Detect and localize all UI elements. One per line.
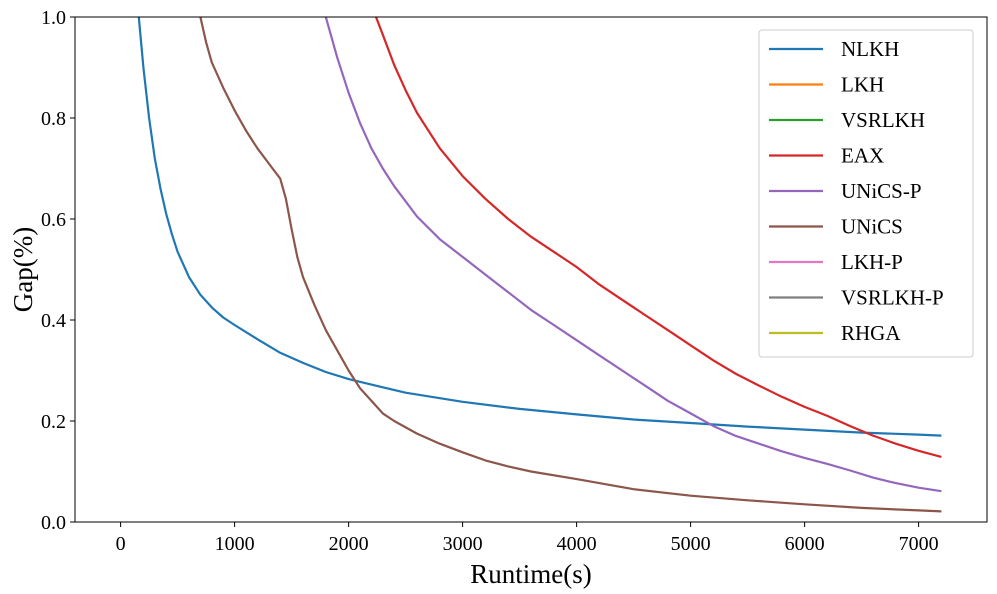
x-axis-title: Runtime(s)	[470, 559, 592, 589]
y-axis-ticks: 0.0 0.2 0.4 0.6 0.8 1.0	[41, 7, 75, 534]
series-line-unics	[199, 17, 942, 513]
x-tick-label: 5000	[671, 533, 711, 555]
y-axis-title: Gap(%)	[8, 227, 38, 312]
legend-label-unics: UNiCS	[841, 215, 903, 239]
x-tick-label: 6000	[785, 533, 825, 555]
series-layer	[137, 17, 942, 513]
y-tick-label: 0.8	[41, 108, 66, 130]
y-tick-label: 1.0	[41, 7, 66, 29]
legend-label-rhga: RHGA	[841, 321, 901, 345]
y-tick-label: 0.0	[41, 512, 66, 534]
legend-label-unics-p: UNiCS-P	[841, 179, 922, 203]
x-tick-label: 1000	[215, 533, 255, 555]
legend-label-nlkh: NLKH	[841, 37, 899, 61]
x-tick-label: 0	[116, 533, 126, 555]
x-tick-label: 7000	[899, 533, 939, 555]
x-tick-label: 4000	[557, 533, 597, 555]
x-tick-label: 3000	[443, 533, 483, 555]
y-tick-label: 0.4	[41, 310, 66, 332]
legend-label-lkh-p: LKH-P	[841, 250, 903, 274]
x-axis-ticks: 0 1000 2000 3000 4000 5000 6000 7000	[116, 522, 939, 555]
legend: NLKH LKH VSRLKH EAX UNiCS-P UNiCS LKH-P VSRLKH-…	[758, 29, 974, 358]
y-tick-label: 0.6	[41, 209, 66, 231]
series-line-eax	[374, 17, 942, 458]
legend-label-eax: EAX	[841, 144, 884, 168]
legend-box	[758, 29, 974, 358]
series-line-nlkh	[137, 17, 942, 437]
legend-label-vsrlkh-p: VSRLKH-P	[841, 286, 944, 310]
series-line-unics-p	[324, 17, 942, 493]
legend-label-lkh: LKH	[841, 73, 884, 97]
legend-label-vsrlkh: VSRLKH	[841, 108, 925, 132]
y-tick-label: 0.2	[41, 411, 66, 433]
x-tick-label: 2000	[329, 533, 369, 555]
plot-frame	[74, 16, 988, 523]
